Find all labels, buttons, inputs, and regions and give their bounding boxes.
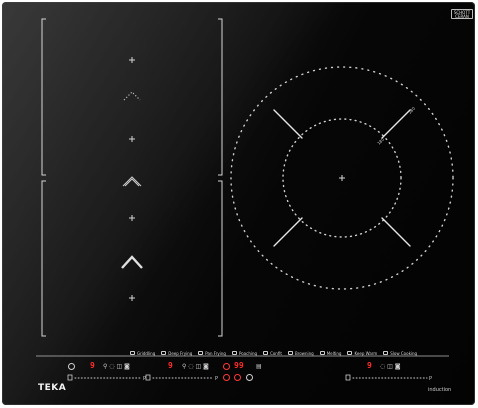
- hob-markings: 180 280 P P P: [36, 18, 454, 382]
- keep-warm-icon: [347, 351, 353, 355]
- ring-size-labels: 180 280: [376, 105, 416, 145]
- inner-ring-label: 180: [376, 136, 385, 145]
- technology-label: induction: [428, 387, 452, 393]
- left-zone-function-icons[interactable]: ⚲ ◌ ◫ ◙: [103, 363, 130, 370]
- slider-end-marks: P P P: [67, 374, 432, 382]
- outer-ring-label: 280: [407, 105, 416, 114]
- plus-marks: [129, 57, 135, 301]
- chevron-up-bold-icon: [121, 255, 143, 269]
- timer-minus-button[interactable]: [234, 374, 241, 381]
- function-confit: Confit: [263, 351, 282, 356]
- power-button[interactable]: [68, 363, 75, 370]
- right-zone-function-icons[interactable]: ◌ ◫ ◙: [380, 363, 401, 370]
- left-zone-level-display: 9: [90, 361, 95, 370]
- left-slider-max-icon[interactable]: P: [143, 376, 146, 382]
- function-griddling: Griddling: [130, 351, 155, 356]
- pan-icon: [198, 351, 204, 355]
- griddle-icon: [130, 351, 135, 355]
- right-slider-min-icon[interactable]: [345, 374, 351, 381]
- timer-display: 99: [234, 361, 244, 370]
- function-pan-frying: Pan Frying: [198, 351, 226, 356]
- melting-icon: [319, 351, 325, 355]
- induction-hob: SCHOTT CERAN: [2, 2, 475, 405]
- left-slider-min-icon[interactable]: [67, 374, 73, 381]
- middle-zone-level-display: 9: [168, 361, 173, 370]
- outer-dotted-ring: [230, 66, 454, 290]
- right-slider-max-icon[interactable]: P: [429, 376, 432, 382]
- plus-icon: [129, 136, 135, 142]
- brand-logo: TEKA: [38, 383, 67, 393]
- timer-clock-button[interactable]: [223, 363, 230, 370]
- middle-slider-min-icon[interactable]: [145, 374, 151, 381]
- slow-cooking-icon: [383, 351, 389, 355]
- chevron-up-double-icon: [122, 176, 142, 187]
- lock-icon[interactable]: ▤: [256, 363, 262, 370]
- inner-dotted-ring: [282, 118, 402, 238]
- confit-icon: [263, 351, 269, 355]
- function-keep-warm: Keep Warm: [347, 351, 377, 356]
- middle-slider-max-icon[interactable]: P: [215, 376, 218, 382]
- plus-icon: [129, 57, 135, 63]
- badge-line-2: CERAN: [455, 14, 469, 19]
- badge-line-1: SCHOTT: [453, 10, 471, 15]
- diagonal-markers: [273, 109, 411, 247]
- plus-icon: [129, 295, 135, 301]
- flex-zone-top-frame: [41, 18, 223, 176]
- function-browning: Browning: [287, 351, 314, 356]
- middle-zone-function-icons[interactable]: ⚲ ◌ ◫ ◙: [182, 363, 209, 370]
- right-zone-level-display: 9: [367, 361, 372, 370]
- function-melting: Melting: [319, 351, 341, 356]
- function-deep-frying: Deep Frying: [161, 351, 192, 356]
- function-poaching: Poaching: [231, 351, 257, 356]
- pot-icon: [161, 351, 167, 355]
- function-legend: Griddling Deep Frying Pan Frying Poachin…: [130, 349, 417, 357]
- chevron-up-dotted-icon: [123, 91, 141, 101]
- timer-select-button[interactable]: [246, 374, 253, 381]
- timer-plus-button[interactable]: [223, 374, 230, 381]
- plus-icon: [129, 215, 135, 221]
- poach-icon: [231, 351, 237, 355]
- schott-ceran-badge: SCHOTT CERAN: [451, 9, 473, 19]
- flex-zone-bottom-frame: [41, 180, 223, 337]
- center-plus-icon: [339, 175, 345, 181]
- function-slow-cooking: Slow Cooking: [383, 351, 417, 356]
- browning-icon: [287, 351, 293, 355]
